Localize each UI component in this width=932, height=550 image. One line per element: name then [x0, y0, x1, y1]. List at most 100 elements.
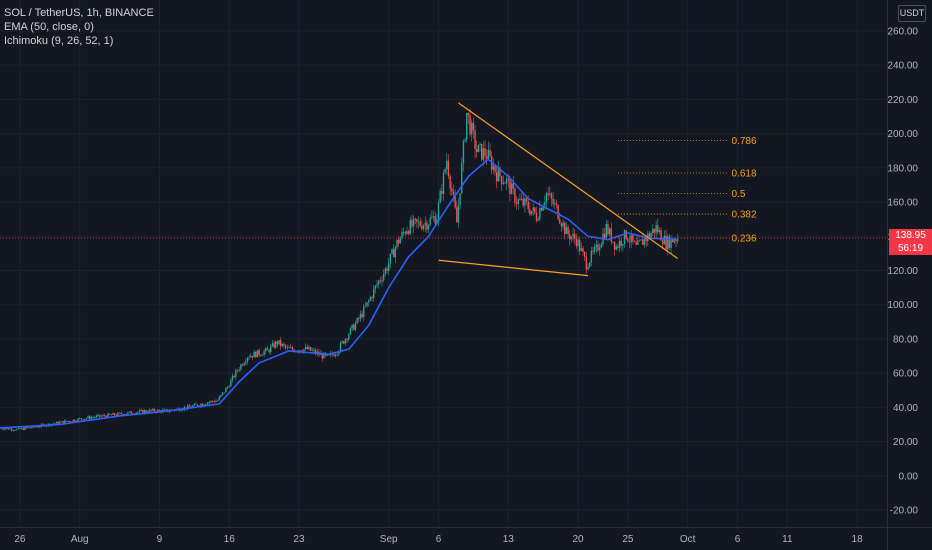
candle-body: [658, 230, 661, 233]
candle-body: [270, 346, 272, 353]
candle-body: [557, 204, 559, 220]
candle-body: [504, 182, 506, 184]
candle-body: [618, 240, 621, 248]
candle-body: [412, 218, 415, 227]
candle-body: [240, 364, 242, 370]
candle-body: [364, 305, 367, 307]
candle-body: [285, 345, 287, 348]
ema-line: [0, 158, 678, 429]
candle-body: [386, 268, 388, 271]
candle-body: [441, 191, 443, 194]
candle-body: [600, 244, 602, 248]
candle-body: [266, 348, 269, 350]
candle-body: [587, 266, 589, 270]
candle-body: [120, 412, 122, 415]
candle-body: [304, 346, 307, 350]
candle-body: [90, 417, 93, 419]
candle-body: [105, 415, 108, 418]
candle-body: [529, 209, 531, 215]
y-tick-label: -20.00: [890, 506, 919, 517]
candle-body: [241, 364, 244, 366]
candle-body: [419, 221, 421, 226]
candle-body: [439, 191, 441, 203]
currency-unit-button[interactable]: USDT: [898, 5, 926, 22]
candle-body: [612, 241, 614, 243]
candle-body: [567, 226, 569, 235]
x-tick-label: 13: [503, 534, 515, 545]
y-tick-label: 20.00: [893, 437, 918, 448]
candle-body: [608, 228, 611, 235]
candle-body: [311, 350, 313, 352]
candle-body: [261, 355, 264, 356]
candle-body: [288, 347, 290, 349]
candle-body: [182, 409, 184, 411]
ema-indicator-label[interactable]: EMA (50, close, 0): [4, 21, 94, 33]
candle-body: [12, 430, 14, 431]
candle-body: [677, 239, 679, 242]
candle-body: [203, 404, 206, 406]
candle-body: [92, 417, 94, 418]
candle-body: [238, 369, 240, 371]
y-tick-label: 180.00: [887, 163, 918, 174]
candle-body: [507, 178, 509, 180]
candle-body: [638, 240, 641, 242]
x-tick-label: 26: [14, 534, 26, 545]
candle-body: [422, 225, 425, 230]
symbol-title[interactable]: SOL / TetherUS, 1h, BINANCE: [4, 7, 154, 19]
ichimoku-indicator-label[interactable]: Ichimoku (9, 26, 52, 1): [4, 35, 114, 47]
candle-body: [150, 409, 152, 411]
y-tick-label: 240.00: [887, 61, 918, 72]
candle-body: [394, 247, 397, 258]
candle-body: [62, 421, 64, 424]
candle-body: [446, 160, 448, 170]
candle-body: [532, 207, 534, 211]
candle-body: [471, 122, 473, 135]
candle-body: [592, 250, 594, 252]
candle-body: [88, 416, 91, 419]
candle-body: [449, 176, 451, 189]
candle-body: [361, 313, 363, 317]
candle-body: [5, 428, 8, 429]
candle-body: [575, 238, 578, 247]
candle-body: [98, 414, 101, 417]
candle-body: [299, 350, 302, 352]
candle-body: [80, 418, 83, 420]
candle-body: [675, 240, 677, 242]
candle-body: [265, 348, 267, 352]
candle-body: [467, 112, 470, 116]
candle-body: [69, 421, 71, 422]
candle-body: [645, 238, 647, 242]
candle-body: [537, 219, 539, 221]
candle-body: [338, 351, 340, 355]
y-tick-label: 220.00: [887, 95, 918, 106]
candle-body: [186, 405, 189, 409]
candle-body: [442, 172, 445, 194]
candle-body: [323, 353, 325, 359]
candle-body: [383, 273, 385, 281]
candle-body: [653, 228, 656, 233]
candle-body: [291, 347, 294, 350]
candle-body: [193, 403, 196, 406]
candle-body: [271, 343, 274, 347]
candle-body: [397, 239, 400, 244]
candle-body: [550, 193, 553, 199]
candle-body: [414, 218, 416, 220]
fib-level-label: 0.618: [732, 168, 757, 179]
candle-body: [469, 115, 471, 135]
candle-body: [652, 228, 654, 234]
y-tick-label: 0.00: [899, 471, 919, 482]
candle-body: [346, 338, 348, 340]
candle-body: [392, 249, 395, 258]
candle-body: [344, 338, 347, 344]
candle-body: [255, 351, 257, 358]
candle-body: [35, 426, 38, 428]
candle-body: [127, 412, 129, 414]
candle-body: [610, 228, 612, 242]
candle-body: [107, 413, 109, 418]
candle-body: [148, 409, 151, 413]
candle-body: [223, 392, 225, 394]
candle-body: [250, 355, 252, 358]
candle-body: [407, 231, 410, 234]
